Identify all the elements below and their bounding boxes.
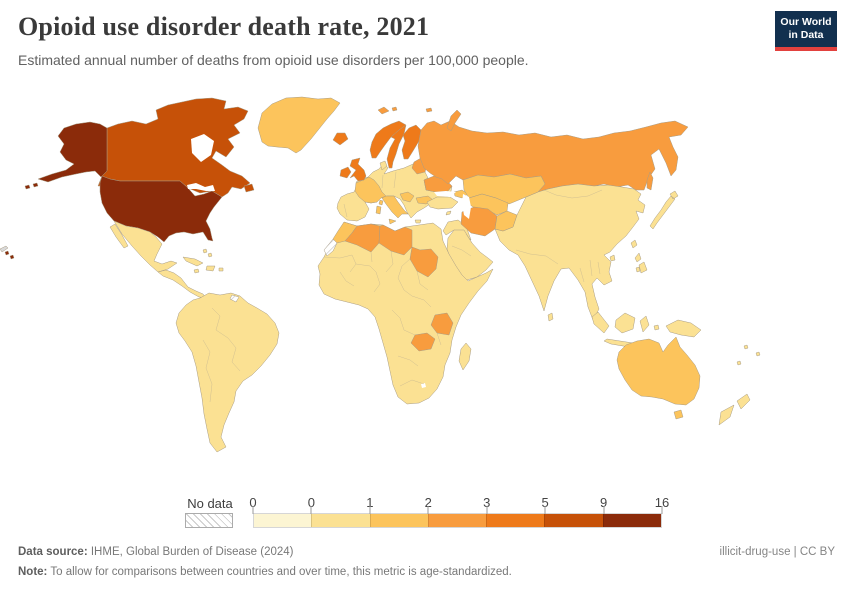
legend-tick-mark — [369, 506, 371, 514]
legend-tick-mark — [661, 506, 663, 514]
no-data-label: No data — [187, 496, 233, 511]
legend-tick-label: 0 — [307, 495, 316, 510]
legend-tick-label: 3 — [483, 495, 491, 510]
legend-tick-label: 9 — [599, 495, 608, 510]
footer-line-1: illicit-drug-use | CC BY Data source: IH… — [18, 543, 835, 563]
country-afghanistan[interactable] — [494, 210, 518, 232]
region-south-america[interactable] — [175, 292, 280, 453]
owid-logo[interactable]: Our World in Data — [775, 11, 837, 52]
owid-logo-line2: in Data — [788, 29, 824, 42]
legend-tick-mark — [544, 506, 546, 514]
note-text: To allow for comparisons between countri… — [47, 565, 512, 578]
country-australia[interactable] — [616, 336, 701, 406]
country-sweden[interactable] — [386, 124, 407, 169]
legend-bin[interactable] — [602, 514, 661, 527]
region-svalbard[interactable] — [377, 106, 433, 115]
country-hainan[interactable] — [609, 254, 616, 262]
legend-tick-mark — [603, 506, 605, 514]
country-norway[interactable] — [369, 120, 407, 159]
map-legend: No data 0 0 1 2 3 5 9 16 — [185, 495, 669, 532]
country-sudan[interactable] — [409, 246, 439, 278]
legend-tick-mark — [486, 506, 488, 514]
world-choropleth-map[interactable] — [0, 90, 850, 492]
country-greenland[interactable] — [257, 96, 341, 154]
country-tanzania[interactable] — [430, 312, 454, 336]
region-caribbean[interactable] — [182, 248, 224, 274]
country-new-zealand[interactable] — [718, 393, 751, 426]
country-newfoundland[interactable] — [243, 183, 255, 193]
country-alaska[interactable] — [24, 121, 108, 190]
source-text: IHME, Global Burden of Disease (2024) — [87, 546, 294, 558]
caspian-sea — [462, 194, 471, 219]
region-novaya-zemlya[interactable] — [446, 109, 462, 132]
country-denmark[interactable] — [379, 160, 388, 171]
legend-tick-mark — [310, 506, 312, 514]
legend-tick-label: 0 — [249, 495, 257, 510]
country-french-guiana[interactable] — [229, 294, 240, 303]
region-balkans[interactable] — [399, 191, 415, 203]
country-italy[interactable] — [375, 195, 409, 225]
country-zambia[interactable] — [410, 332, 436, 352]
region-central-america[interactable] — [157, 269, 207, 299]
rights-link[interactable]: illicit-drug-use | CC BY — [719, 546, 835, 558]
region-south-east-asia-mainland[interactable] — [494, 183, 646, 321]
legend-bar — [253, 513, 662, 528]
no-data-swatch[interactable] — [185, 513, 233, 528]
country-baja-california[interactable] — [109, 223, 129, 249]
country-hawaii[interactable] — [4, 250, 15, 260]
lesotho-gap — [421, 383, 426, 388]
country-madagascar[interactable] — [458, 342, 472, 371]
country-taiwan[interactable] — [630, 239, 638, 249]
legend-bin[interactable] — [311, 514, 370, 527]
country-turkey[interactable] — [426, 196, 459, 210]
legend-tick-mark — [427, 506, 429, 514]
country-iceland[interactable] — [332, 132, 349, 146]
country-sri-lanka[interactable] — [547, 312, 554, 322]
country-western-sahara[interactable] — [323, 238, 338, 257]
legend-bin[interactable] — [486, 514, 545, 527]
region-pacific-islands[interactable] — [736, 344, 761, 366]
owid-logo-line1: Our World — [780, 16, 832, 28]
legend-ticks: 0 0 1 2 3 5 9 16 — [249, 495, 669, 514]
legend-bin[interactable] — [544, 514, 603, 527]
black-sea — [434, 191, 456, 197]
country-ireland[interactable] — [339, 166, 352, 179]
country-philippines[interactable] — [634, 252, 648, 274]
country-libya[interactable] — [378, 224, 413, 256]
note-label: Note: — [18, 565, 48, 578]
region-africa[interactable] — [317, 221, 494, 405]
country-cyprus[interactable] — [445, 210, 452, 216]
map-edge-fragment — [0, 245, 9, 253]
chart-subtitle: Estimated annual number of deaths from o… — [18, 52, 529, 68]
source-label: Data source: — [18, 546, 88, 558]
legend-bin[interactable] — [254, 514, 312, 527]
legend-tick-label: 1 — [366, 495, 374, 510]
country-mexico[interactable] — [113, 220, 178, 273]
legend-tick-label: 5 — [541, 495, 549, 510]
legend-bin[interactable] — [427, 514, 487, 527]
legend-tick-label: 16 — [654, 495, 670, 510]
footer-line-2: Note: To allow for comparisons between c… — [18, 563, 835, 583]
legend-tick-label: 2 — [424, 495, 432, 510]
region-central-asia[interactable] — [468, 193, 509, 216]
chart-footer: illicit-drug-use | CC BY Data source: IH… — [18, 543, 835, 582]
interior-border-lines — [202, 171, 603, 403]
page-title: Opioid use disorder death rate, 2021 — [18, 12, 430, 41]
region-sakhalin[interactable] — [646, 171, 654, 191]
country-japan[interactable] — [649, 190, 679, 230]
region-new-guinea[interactable] — [665, 319, 702, 338]
country-finland[interactable] — [401, 124, 422, 160]
hudson-bay — [191, 134, 214, 162]
region-tasmania[interactable] — [673, 409, 684, 420]
legend-tick-mark — [252, 506, 254, 514]
country-crete[interactable] — [414, 219, 422, 224]
country-united-kingdom[interactable] — [349, 157, 367, 182]
legend-bin[interactable] — [369, 514, 428, 527]
great-lakes — [187, 183, 215, 191]
